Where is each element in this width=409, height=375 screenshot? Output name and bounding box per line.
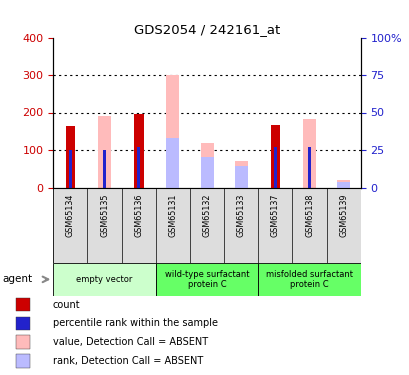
Bar [258,262,360,296]
Text: wild-type surfactant
protein C: wild-type surfactant protein C [164,270,249,289]
Text: GSM65136: GSM65136 [134,194,143,237]
Text: GSM65137: GSM65137 [270,194,279,237]
Bar [137,147,140,188]
Text: GSM65138: GSM65138 [304,194,313,237]
Bar [270,125,280,188]
Text: percentile rank within the sample: percentile rank within the sample [53,318,217,328]
Text: GSM65133: GSM65133 [236,194,245,237]
Bar [200,157,213,188]
Bar [16,298,29,311]
Text: GSM65132: GSM65132 [202,194,211,237]
Bar [16,335,29,349]
Text: value, Detection Call = ABSENT: value, Detection Call = ABSENT [53,337,207,347]
Bar [336,182,349,188]
Bar [53,262,155,296]
Text: GSM65139: GSM65139 [338,194,347,237]
Text: GSM65131: GSM65131 [168,194,177,237]
Text: GSM65134: GSM65134 [66,194,75,237]
Text: empty vector: empty vector [76,275,133,284]
Bar [200,142,213,188]
Text: agent: agent [2,274,32,284]
Bar [155,262,258,296]
Text: GSM65135: GSM65135 [100,194,109,237]
Bar [307,147,310,188]
Text: misfolded surfactant
protein C: misfolded surfactant protein C [265,270,352,289]
Bar [16,354,29,368]
Bar [16,316,29,330]
Bar [69,150,72,188]
Text: rank, Detection Call = ABSENT: rank, Detection Call = ABSENT [53,356,202,366]
Bar [166,138,179,188]
Bar [98,116,111,188]
Title: GDS2054 / 242161_at: GDS2054 / 242161_at [134,23,279,36]
Bar [302,119,315,188]
Bar [166,75,179,188]
Bar [234,166,247,188]
Bar [336,180,349,188]
Text: count: count [53,300,80,309]
Bar [234,161,247,188]
Bar [133,114,143,188]
Bar [273,147,276,188]
Bar [103,150,106,188]
Bar [65,126,75,188]
